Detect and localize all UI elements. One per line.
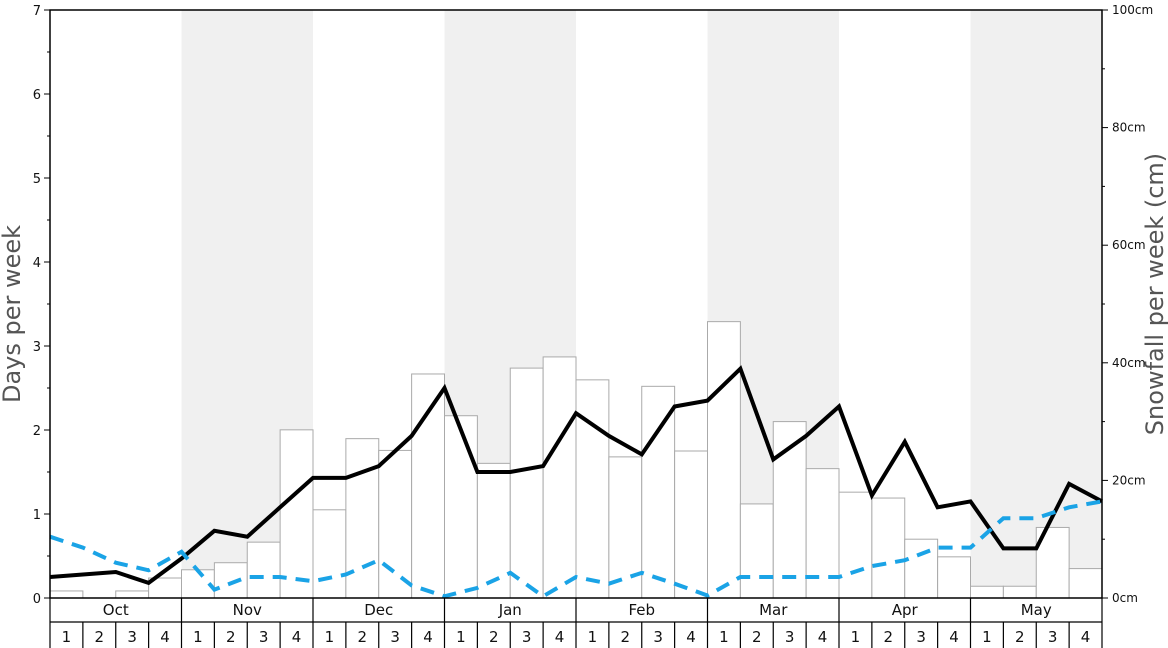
snowfall-bar — [279, 429, 314, 599]
right-tick-label: 80cm — [1112, 121, 1146, 135]
snowfall-bar — [937, 556, 971, 599]
week-label: 3 — [522, 628, 532, 646]
week-label: 2 — [621, 628, 631, 646]
snowfall-bar — [739, 503, 774, 599]
snowfall-bar — [378, 449, 413, 599]
snowfall-bar — [509, 367, 544, 599]
week-label: 3 — [259, 628, 269, 646]
snowfall-bar — [575, 379, 610, 599]
week-label: 3 — [785, 628, 795, 646]
week-label: 4 — [423, 628, 433, 646]
snowfall-bar — [608, 456, 643, 599]
week-label: 2 — [358, 628, 368, 646]
month-label-nov: Nov — [233, 601, 262, 619]
week-label: 4 — [160, 628, 170, 646]
right-tick-label: 0cm — [1112, 591, 1138, 605]
right-tick-label: 60cm — [1112, 238, 1146, 252]
solid-series-line — [49, 365, 1103, 586]
week-label: 3 — [1048, 628, 1058, 646]
left-tick-label: 1 — [33, 508, 41, 523]
right-tick-label: 40cm — [1112, 356, 1146, 370]
month-label-may: May — [1021, 601, 1052, 619]
left-axis-title: Days per week — [0, 225, 26, 403]
snowfall-bar — [1068, 568, 1103, 599]
week-label: 3 — [127, 628, 137, 646]
snowfall-bar — [49, 590, 84, 599]
snowfall-bar — [707, 321, 741, 599]
month-label-feb: Feb — [628, 601, 655, 619]
left-tick-label: 2 — [33, 424, 41, 439]
dashed-series-line — [49, 499, 1103, 599]
snowfall-bar — [542, 356, 577, 599]
week-label: 2 — [226, 628, 236, 646]
snowfall-bar — [674, 450, 708, 599]
left-tick-label: 3 — [33, 340, 41, 355]
week-label: 1 — [62, 628, 72, 646]
right-tick-label: 20cm — [1112, 473, 1146, 487]
week-label: 2 — [95, 628, 105, 646]
week-label: 4 — [1081, 628, 1091, 646]
snowfall-bar — [838, 491, 873, 599]
month-shade-may — [970, 10, 1102, 598]
snowfall-bar — [904, 538, 939, 599]
right-tick-label: 100cm — [1112, 3, 1153, 17]
snowfall-bar — [476, 462, 511, 599]
week-label: 1 — [851, 628, 861, 646]
right-axis-title: Snowfall per week (cm) — [1141, 153, 1168, 435]
left-tick-label: 7 — [33, 4, 41, 19]
week-label: 1 — [325, 628, 335, 646]
snowfall-bar — [444, 415, 478, 599]
snowfall-bar — [641, 385, 676, 599]
week-label: 1 — [456, 628, 466, 646]
snowfall-bar — [115, 590, 150, 599]
week-label: 2 — [752, 628, 762, 646]
week-label: 4 — [949, 628, 959, 646]
snowfall-bar — [345, 438, 380, 599]
week-label: 2 — [1015, 628, 1025, 646]
month-label-dec: Dec — [364, 601, 393, 619]
snowfall-bar — [246, 541, 281, 599]
week-label: 1 — [588, 628, 598, 646]
left-tick-label: 6 — [33, 88, 41, 103]
snowfall-bar — [411, 373, 445, 599]
month-label-jan: Jan — [498, 601, 522, 619]
left-tick-label: 0 — [33, 592, 41, 607]
month-label-apr: Apr — [892, 601, 919, 619]
week-label: 1 — [193, 628, 203, 646]
week-label: 1 — [982, 628, 992, 646]
snowfall-bar — [312, 509, 347, 599]
snowfall-bar — [213, 562, 248, 599]
snowfall-bar — [871, 497, 906, 599]
snowfall-bar — [772, 421, 807, 599]
week-label: 3 — [390, 628, 400, 646]
week-label: 2 — [884, 628, 894, 646]
snowfall-bar — [1002, 585, 1037, 599]
week-label: 3 — [916, 628, 926, 646]
week-label: 4 — [292, 628, 302, 646]
left-tick-label: 5 — [33, 172, 41, 187]
snowfall-bar — [970, 585, 1004, 599]
week-label: 4 — [818, 628, 828, 646]
week-label: 3 — [653, 628, 663, 646]
left-tick-label: 4 — [33, 256, 41, 271]
week-label: 2 — [489, 628, 499, 646]
week-label: 4 — [686, 628, 696, 646]
month-label-mar: Mar — [759, 601, 788, 619]
week-label: 1 — [719, 628, 729, 646]
month-label-oct: Oct — [103, 601, 129, 619]
week-label: 4 — [555, 628, 565, 646]
